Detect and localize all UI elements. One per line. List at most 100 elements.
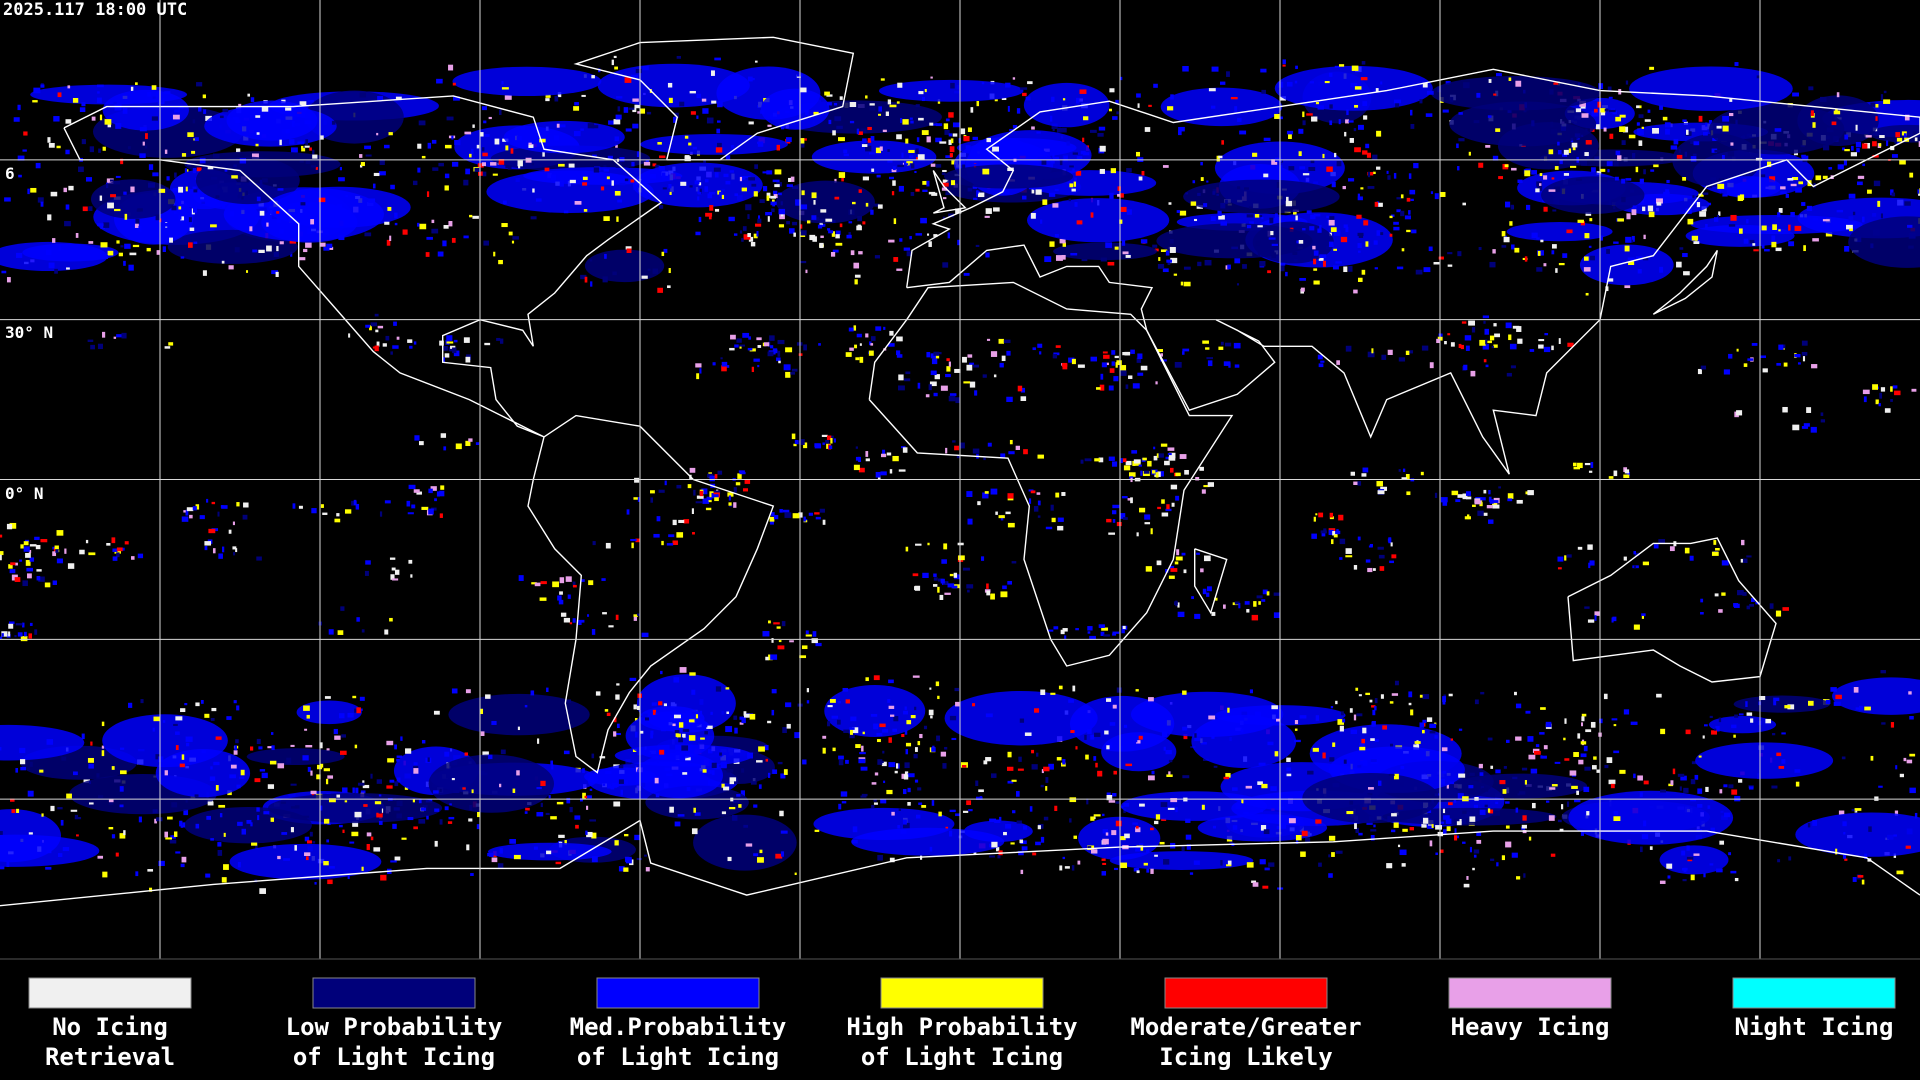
icing-pixel [1054, 234, 1059, 238]
icing-pixel [1626, 471, 1631, 476]
icing-pixel [279, 139, 282, 146]
icing-pixel [396, 813, 402, 819]
icing-pixel [1160, 249, 1168, 252]
icing-pixel [689, 90, 696, 94]
icing-pixel [316, 764, 323, 770]
icing-pixel [323, 818, 330, 824]
icing-pixel [504, 95, 512, 100]
icing-pixel [877, 204, 883, 209]
icing-pixel [933, 234, 938, 237]
icing-pixel [1125, 763, 1133, 767]
icing-pixel [1164, 460, 1170, 466]
icing-pixel [657, 287, 663, 293]
icing-pixel [1591, 765, 1597, 770]
icing-pixel [185, 799, 188, 803]
icing-pixel [579, 798, 583, 802]
icing-pixel [1872, 141, 1877, 147]
icing-pixel [1166, 774, 1173, 777]
icing-pixel [949, 715, 957, 721]
icing-pixel [1368, 545, 1373, 548]
icing-pixel [845, 699, 850, 704]
icing-pixel [1091, 849, 1098, 854]
icing-pixel [199, 515, 205, 520]
icing-area [296, 700, 362, 725]
icing-pixel [1628, 261, 1635, 266]
icing-pixel [1855, 124, 1858, 131]
icing-pixel [1650, 169, 1655, 172]
icing-pixel [684, 135, 689, 139]
icing-pixel [895, 763, 899, 769]
icing-pixel [1069, 183, 1074, 188]
icing-pixel [202, 94, 206, 99]
icing-pixel [1329, 516, 1334, 520]
icing-pixel [1218, 346, 1224, 350]
icing-pixel [1795, 781, 1800, 787]
icing-pixel [1007, 751, 1012, 758]
icing-pixel [1862, 389, 1870, 395]
icing-pixel [1891, 154, 1898, 158]
icing-pixel [1204, 259, 1212, 266]
icing-pixel [1715, 725, 1720, 732]
icing-pixel [23, 546, 30, 552]
icing-pixel [546, 687, 549, 693]
icing-pixel [402, 229, 408, 235]
icing-pixel [1107, 261, 1115, 266]
icing-pixel [1071, 358, 1076, 365]
icing-pixel [1449, 781, 1455, 785]
icing-pixel [914, 779, 919, 783]
icing-pixel [632, 98, 639, 102]
icing-pixel [1174, 561, 1179, 565]
icing-pixel [777, 192, 782, 196]
icing-pixel [1143, 470, 1150, 474]
icing-pixel [1377, 780, 1382, 786]
icing-pixel [641, 275, 648, 279]
icing-pixel [8, 631, 11, 637]
icing-pixel [1445, 81, 1450, 85]
icing-pixel [1535, 188, 1540, 193]
icing-pixel [1459, 819, 1462, 824]
icing-pixel [442, 357, 445, 363]
icing-pixel [1637, 122, 1640, 126]
icing-pixel [530, 216, 537, 220]
icing-pixel [149, 887, 153, 892]
icing-pixel [696, 495, 704, 499]
icing-pixel [753, 233, 758, 239]
icing-pixel [1328, 854, 1331, 858]
icing-pixel [694, 180, 700, 185]
icing-pixel [676, 484, 682, 489]
icing-pixel [236, 502, 240, 507]
icing-pixel [1516, 876, 1521, 880]
icing-pixel [110, 194, 116, 198]
icing-pixel [1012, 77, 1016, 80]
icing-pixel [32, 100, 38, 103]
icing-pixel [50, 805, 55, 812]
icing-pixel [1322, 153, 1325, 159]
icing-pixel [1193, 218, 1198, 222]
icing-pixel [267, 784, 275, 789]
icing-pixel [679, 667, 687, 673]
icing-pixel [690, 111, 696, 115]
icing-pixel [202, 270, 207, 276]
icing-pixel [67, 563, 75, 569]
icing-pixel [781, 851, 785, 857]
icing-pixel [709, 205, 714, 211]
icing-pixel [164, 770, 168, 776]
icing-pixel [795, 203, 800, 206]
icing-pixel [389, 617, 393, 622]
icing-pixel [1746, 712, 1753, 716]
icing-pixel [1599, 235, 1604, 241]
icing-pixel [1615, 150, 1621, 156]
icing-pixel [703, 159, 706, 164]
icing-pixel [1155, 814, 1161, 820]
icing-pixel [1606, 248, 1610, 254]
icing-pixel [414, 435, 420, 441]
icing-pixel [1203, 555, 1211, 562]
icing-pixel [790, 372, 796, 375]
icing-pixel [1326, 166, 1333, 172]
icing-pixel [217, 850, 223, 856]
icing-pixel [658, 155, 666, 159]
icing-pixel [591, 753, 595, 759]
icing-pixel [870, 343, 874, 346]
icing-pixel [443, 446, 447, 451]
legend-swatch [1164, 977, 1328, 1009]
